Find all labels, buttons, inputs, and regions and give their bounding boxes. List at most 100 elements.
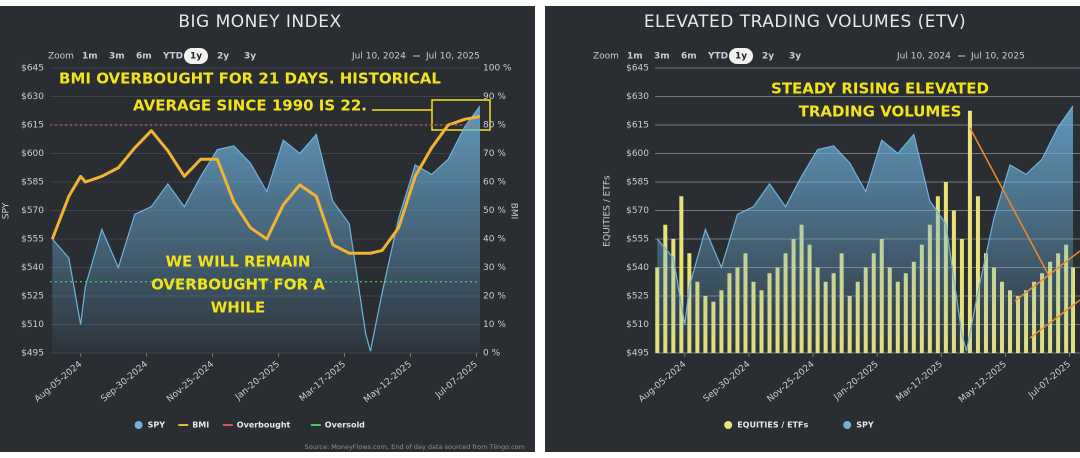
zoom-button[interactable]: YTD bbox=[707, 52, 728, 62]
y-tick-label: $555 bbox=[626, 235, 649, 245]
volume-bar bbox=[959, 239, 964, 353]
y-tick-label: $630 bbox=[21, 92, 44, 102]
spy-area bbox=[52, 106, 480, 353]
y-tick-label: $555 bbox=[21, 235, 44, 245]
legend-swatch bbox=[843, 421, 852, 429]
y-tick-label: $600 bbox=[626, 149, 649, 159]
y2-tick-label: 0 % bbox=[483, 349, 501, 359]
y-tick-label: $585 bbox=[21, 178, 44, 188]
zoom-label: Zoom bbox=[48, 52, 74, 62]
y-tick-label: $645 bbox=[21, 64, 44, 74]
y-tick-label: $600 bbox=[21, 149, 44, 159]
zoom-button[interactable]: 2y bbox=[762, 52, 774, 62]
zoom-selected-bg bbox=[184, 48, 208, 64]
zoom-button[interactable]: 1m bbox=[627, 52, 643, 62]
x-tick-label: Jan-20-2025 bbox=[832, 360, 881, 403]
spy-line bbox=[656, 105, 1074, 352]
legend-label[interactable]: SPY bbox=[856, 421, 874, 430]
x-tick-label: Jul-07-2025 bbox=[1026, 360, 1073, 402]
zoom-button[interactable]: 3m bbox=[109, 52, 125, 62]
range-start: Jul 10, 2024 bbox=[351, 52, 406, 62]
annotation: WE WILL REMAIN bbox=[166, 253, 311, 271]
range-end: Jul 10, 2025 bbox=[970, 52, 1025, 62]
zoom-button[interactable]: 6m bbox=[136, 52, 152, 62]
chart-panel: ELEVATED TRADING VOLUMES (ETV) Zoom 1m 3m 6m… bbox=[545, 6, 1080, 452]
y2-axis-label: BMI bbox=[509, 203, 519, 220]
zoom-button[interactable]: 1y bbox=[190, 52, 202, 62]
y2-tick-label: 100 % bbox=[483, 64, 512, 74]
y-tick-label: $540 bbox=[21, 263, 44, 273]
chart-panel: BIG MONEY INDEX Zoom 1m 3m 6m YTD 1y 2y 3y Jul 10… bbox=[0, 6, 535, 452]
legend-label[interactable]: Oversold bbox=[325, 421, 365, 430]
legend-label[interactable]: SPY bbox=[148, 421, 166, 430]
y-tick-label: $645 bbox=[626, 64, 649, 74]
volume-bar bbox=[679, 196, 684, 353]
volume-bar bbox=[655, 267, 660, 353]
x-tick-label: Sep-30-2024 bbox=[99, 359, 150, 404]
y-tick-label: $525 bbox=[626, 292, 649, 302]
range-end: Jul 10, 2025 bbox=[425, 52, 480, 62]
bmi-line bbox=[50, 114, 481, 255]
x-tick-label: Mar-17-2025 bbox=[895, 360, 945, 404]
y-tick-label: $615 bbox=[626, 121, 649, 131]
annotation: AVERAGE SINCE 1990 IS 22. bbox=[133, 97, 367, 115]
pointer-arrow bbox=[1029, 299, 1080, 339]
y-tick-label: $630 bbox=[626, 92, 649, 102]
y2-tick-label: 40 % bbox=[483, 235, 506, 245]
zoom-button[interactable]: 1y bbox=[735, 52, 747, 62]
y-tick-label: $510 bbox=[21, 320, 44, 330]
y-tick-label: $585 bbox=[626, 178, 649, 188]
x-tick-label: Sep-30-2024 bbox=[702, 359, 753, 404]
y2-tick-label: 70 % bbox=[483, 149, 506, 159]
zoom-button[interactable]: 1m bbox=[82, 52, 98, 62]
y-tick-label: $495 bbox=[21, 349, 44, 359]
zoom-selected-bg bbox=[729, 48, 753, 64]
y2-tick-label: 60 % bbox=[483, 178, 506, 188]
legend-swatch bbox=[134, 421, 143, 429]
y2-tick-label: 30 % bbox=[483, 263, 506, 273]
y-tick-label: $510 bbox=[626, 320, 649, 330]
x-tick-label: Aug-05-2024 bbox=[33, 359, 84, 404]
y-tick-label: $540 bbox=[626, 263, 649, 273]
annotation: TRADING VOLUMES bbox=[799, 103, 962, 121]
annotation: STEADY RISING ELEVATED bbox=[771, 80, 989, 98]
range-start: Jul 10, 2024 bbox=[896, 52, 951, 62]
zoom-button[interactable]: 6m bbox=[681, 52, 697, 62]
pointer-arrow bbox=[1014, 250, 1080, 302]
pointer-arrow bbox=[969, 127, 1049, 275]
x-tick-label: May-12-2025 bbox=[957, 360, 1009, 406]
zoom-button[interactable]: YTD bbox=[162, 52, 183, 62]
volume-bar bbox=[975, 196, 980, 353]
y-tick-label: $570 bbox=[21, 206, 44, 216]
x-tick-label: May-12-2025 bbox=[362, 360, 414, 406]
x-tick-label: Nov-25-2024 bbox=[766, 359, 817, 404]
y-tick-label: $570 bbox=[626, 206, 649, 216]
x-tick-label: Nov-25-2024 bbox=[165, 359, 216, 404]
highlight-box bbox=[431, 99, 491, 131]
y-tick-label: $525 bbox=[21, 292, 44, 302]
spy-line bbox=[51, 105, 481, 352]
y2-tick-label: 50 % bbox=[483, 206, 506, 216]
annotation: WHILE bbox=[211, 299, 266, 317]
x-tick-label: Jan-20-2025 bbox=[233, 360, 282, 403]
y2-tick-label: 20 % bbox=[483, 292, 506, 302]
spy-area bbox=[657, 106, 1073, 353]
y-tick-label: $615 bbox=[21, 121, 44, 131]
legend-label[interactable]: BMI bbox=[192, 421, 209, 430]
y2-tick-label: 10 % bbox=[483, 320, 506, 330]
zoom-button[interactable]: 2y bbox=[217, 52, 229, 62]
zoom-button[interactable]: 3m bbox=[654, 52, 670, 62]
chart-title: ELEVATED TRADING VOLUMES (ETV) bbox=[644, 12, 966, 32]
legend-label[interactable]: Overbought bbox=[237, 421, 291, 430]
zoom-button[interactable]: 3y bbox=[244, 52, 256, 62]
legend-swatch bbox=[724, 421, 733, 429]
zoom-label: Zoom bbox=[593, 52, 619, 62]
x-tick-label: Aug-05-2024 bbox=[637, 359, 688, 404]
legend-label[interactable]: EQUITIES / ETFs bbox=[737, 421, 808, 430]
y-axis-label: SPY bbox=[2, 202, 12, 219]
volume-bar bbox=[967, 110, 972, 353]
zoom-button[interactable]: 3y bbox=[789, 52, 801, 62]
x-tick-label: Mar-17-2025 bbox=[298, 360, 348, 404]
source-note: Source: MoneyFlows.com, End of day data … bbox=[305, 443, 525, 451]
